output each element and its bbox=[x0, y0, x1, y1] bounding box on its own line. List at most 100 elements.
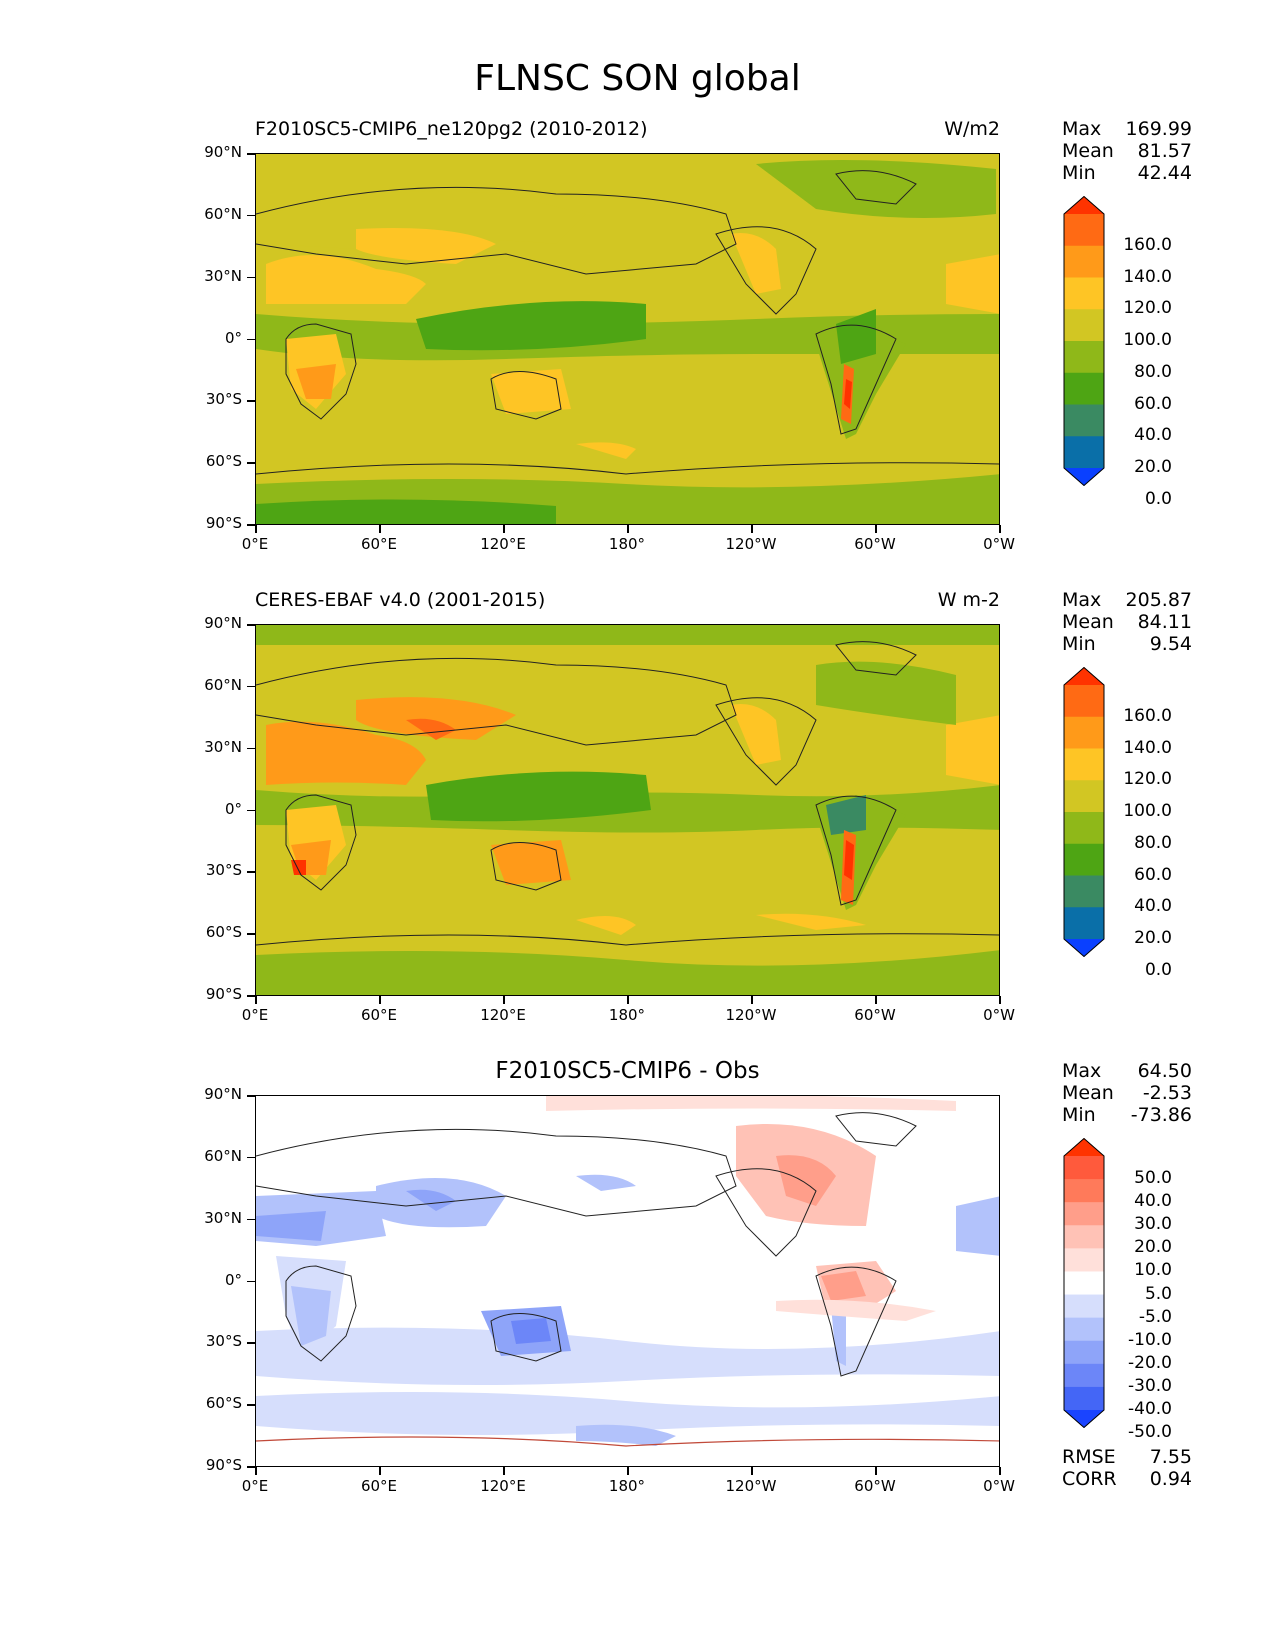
stat-label: Mean bbox=[1062, 140, 1114, 162]
lon-tick-label: 0°E bbox=[241, 1006, 269, 1024]
lat-tick-mark bbox=[247, 995, 255, 997]
stat-row: RMSE 7.55 bbox=[1062, 1446, 1192, 1468]
colorbar-segment bbox=[1064, 685, 1104, 718]
lat-tick-mark bbox=[247, 338, 255, 340]
map-model bbox=[255, 153, 1000, 525]
colorbar-segment bbox=[1064, 716, 1104, 749]
colorbar-segment bbox=[1064, 436, 1104, 469]
lon-tick-mark bbox=[379, 996, 381, 1004]
colorbar-segment bbox=[1064, 1248, 1104, 1272]
colorbar-label: 30.0 bbox=[1134, 1214, 1172, 1235]
lat-tick-label: 60°N bbox=[204, 675, 242, 694]
lat-tick-label: 90°N bbox=[204, 143, 242, 161]
lon-tick-label: 120°E bbox=[480, 1006, 526, 1024]
colorbar-segment bbox=[1064, 843, 1104, 876]
lon-tick-label: 120°E bbox=[480, 535, 526, 553]
lat-tick-mark bbox=[247, 1404, 255, 1406]
stat-label: Min bbox=[1062, 1104, 1096, 1126]
lon-tick-mark bbox=[627, 996, 629, 1004]
stat-label: Mean bbox=[1062, 1082, 1114, 1104]
lat-tick-mark bbox=[247, 1280, 255, 1282]
lon-tick-label: 120°W bbox=[725, 1006, 777, 1024]
colorbar-segment bbox=[1064, 1271, 1104, 1296]
stat-value: 7.55 bbox=[1149, 1446, 1192, 1468]
stat-value: 0.94 bbox=[1149, 1468, 1192, 1490]
lat-tick-label: 90°N bbox=[204, 1085, 242, 1103]
lat-tick-mark bbox=[247, 1218, 255, 1221]
panel-title-left: CERES-EBAF v4.0 (2001-2015) bbox=[255, 589, 546, 611]
colorbar-segment bbox=[1064, 1179, 1104, 1203]
lat-tick-mark bbox=[247, 871, 255, 873]
lon-tick-label: 180° bbox=[608, 1006, 646, 1024]
lat-tick-mark bbox=[247, 809, 255, 811]
colorbar-extend-min bbox=[1064, 1410, 1104, 1428]
lon-tick-mark bbox=[751, 1467, 753, 1475]
stats-block: Max 169.99 Mean 81.57 Min 42.44 bbox=[1062, 118, 1192, 184]
lon-tick-mark bbox=[751, 996, 753, 1004]
lat-tick-label: 30°S bbox=[205, 1332, 242, 1351]
lat-tick-mark bbox=[247, 400, 255, 402]
lat-tick-label: 0° bbox=[224, 799, 242, 818]
panel-units: W m-2 bbox=[937, 589, 1000, 611]
panel-title-center: F2010SC5-CMIP6 - Obs bbox=[495, 1058, 760, 1084]
colorbar-segment bbox=[1064, 1317, 1104, 1342]
colorbar-extend-min bbox=[1064, 468, 1104, 486]
colorbar-label: -50.0 bbox=[1128, 1422, 1172, 1443]
colorbar-label: -20.0 bbox=[1128, 1352, 1172, 1373]
stat-value: 205.87 bbox=[1125, 589, 1192, 611]
colorbar-label: 5.0 bbox=[1144, 1283, 1172, 1304]
lon-tick-mark bbox=[999, 996, 1001, 1004]
lat-tick-label: 90°N bbox=[204, 614, 242, 632]
stat-value: 64.50 bbox=[1137, 1060, 1192, 1082]
colorbar-segment bbox=[1064, 812, 1104, 845]
lat-tick-label: 60°S bbox=[205, 1394, 242, 1413]
colorbar-segment bbox=[1064, 1294, 1104, 1319]
stat-label: Max bbox=[1062, 1060, 1102, 1082]
colorbar-extend-max bbox=[1064, 1138, 1104, 1156]
colorbar-extend-max bbox=[1064, 196, 1104, 214]
lat-tick-mark bbox=[247, 1095, 255, 1097]
lon-tick-mark bbox=[255, 525, 257, 533]
lon-tick-label: 120°W bbox=[725, 535, 777, 553]
colorbar bbox=[1063, 1138, 1105, 1428]
colorbar-segment bbox=[1064, 245, 1104, 278]
lon-tick-mark bbox=[999, 525, 1001, 533]
stat-label: Min bbox=[1062, 633, 1096, 655]
colorbar-segment bbox=[1064, 875, 1104, 908]
stat-row: Max 169.99 bbox=[1062, 118, 1192, 140]
colorbar-label: 10.0 bbox=[1134, 1260, 1172, 1281]
lon-tick-mark bbox=[379, 1467, 381, 1475]
colorbar-extend-max bbox=[1064, 667, 1104, 685]
stat-row: Mean -2.53 bbox=[1062, 1082, 1192, 1104]
colorbar-segment bbox=[1064, 1363, 1104, 1388]
lat-tick-mark bbox=[247, 276, 255, 279]
colorbar-segment bbox=[1064, 1340, 1104, 1365]
colorbar-label: 100.0 bbox=[1123, 330, 1172, 350]
stat-label: CORR bbox=[1062, 1468, 1117, 1490]
stat-row: Max 205.87 bbox=[1062, 589, 1192, 611]
lon-tick-label: 0°W bbox=[983, 535, 1015, 553]
lat-tick-label: 60°N bbox=[204, 1146, 242, 1165]
obs-panel: CERES-EBAF v4.0 (2001-2015) W m-2 bbox=[0, 0, 1275, 996]
lat-tick-label: 30°S bbox=[205, 390, 242, 409]
colorbar-label: 80.0 bbox=[1134, 832, 1172, 853]
colorbar-label: 40.0 bbox=[1134, 1191, 1172, 1212]
colorbar-label: -10.0 bbox=[1128, 1329, 1172, 1350]
lat-tick-mark bbox=[247, 747, 255, 750]
stat-value: -2.53 bbox=[1142, 1082, 1192, 1104]
lat-tick-label: 30°S bbox=[205, 861, 242, 880]
stat-label: Max bbox=[1062, 589, 1102, 611]
stat-label: Mean bbox=[1062, 611, 1114, 633]
colorbar-label: 60.0 bbox=[1134, 864, 1172, 885]
colorbar-outline bbox=[1063, 1138, 1105, 1428]
lat-tick-label: 90°S bbox=[205, 1456, 242, 1474]
lat-tick-mark bbox=[247, 1156, 255, 1159]
stat-row: Mean 81.57 bbox=[1062, 140, 1192, 162]
stat-value: -73.86 bbox=[1130, 1104, 1192, 1126]
lat-tick-label: 30°N bbox=[204, 1208, 242, 1227]
stat-row: Min -73.86 bbox=[1062, 1104, 1192, 1126]
stat-row: CORR 0.94 bbox=[1062, 1468, 1192, 1490]
colorbar-label: 0.0 bbox=[1144, 488, 1172, 509]
colorbar-label: 60.0 bbox=[1134, 393, 1172, 414]
lat-tick-mark bbox=[247, 685, 255, 688]
